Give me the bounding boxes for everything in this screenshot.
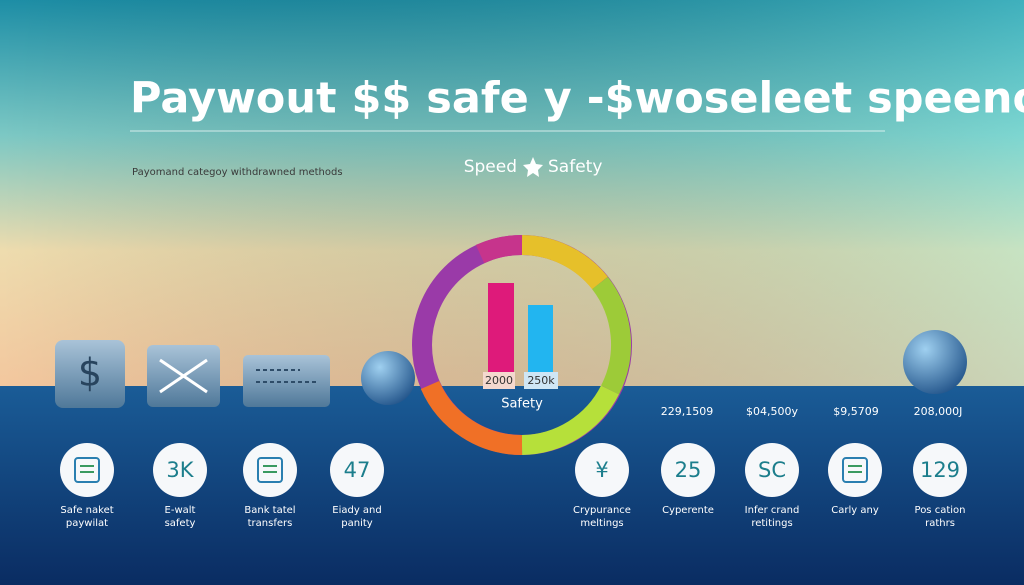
- item-label: Safe naket: [60, 505, 113, 516]
- bar-label-box: [524, 372, 558, 389]
- item-label: retitings: [751, 518, 792, 529]
- item-label: safety: [165, 518, 196, 529]
- item-badge: [330, 443, 384, 497]
- ring-segment: [420, 380, 523, 456]
- ring-segment: [591, 276, 632, 395]
- badge-text: SC: [758, 458, 786, 482]
- item-badge: [913, 443, 967, 497]
- badge-text: 25: [675, 458, 702, 482]
- item-badge: [661, 443, 715, 497]
- badge-icon: [842, 457, 868, 483]
- badge-icon: [74, 457, 100, 483]
- item-label: Bank tatel: [244, 505, 295, 516]
- item-label: Crypurance: [573, 505, 631, 516]
- gauge: [412, 234, 632, 456]
- badge-icon: [848, 465, 862, 473]
- item-badge: [745, 443, 799, 497]
- badge-text: 129: [920, 458, 960, 482]
- legend-safety: Safety: [548, 157, 602, 177]
- subtitle: Payomand categoy withdrawned methods: [132, 167, 343, 178]
- x-icon: [159, 358, 208, 394]
- star-icon: [523, 157, 543, 177]
- ring-segment: [475, 234, 523, 264]
- stat-value: $9,5709: [833, 405, 879, 418]
- item-label: Carly any: [831, 505, 879, 516]
- bar-label: 250k: [527, 374, 555, 387]
- item-badge: [828, 443, 882, 497]
- badge-text: ¥: [595, 458, 608, 482]
- item-badge: [60, 443, 114, 497]
- stat-value: 229,1509: [661, 405, 714, 418]
- gauge-bar: [488, 283, 514, 380]
- item-label: panity: [341, 518, 373, 529]
- badge-text: 3K: [166, 458, 194, 482]
- card-lines: [256, 369, 318, 383]
- dollar-tile: [55, 340, 125, 408]
- globe: [361, 351, 415, 405]
- item-label: Pos cation: [915, 505, 966, 516]
- bar-label: 2000: [485, 374, 513, 387]
- item-label: Infer crand: [745, 505, 800, 516]
- ring-segment: [521, 385, 619, 455]
- stat-value: 208,000J: [914, 405, 963, 418]
- badge-icon: [263, 465, 277, 473]
- item-label: transfers: [248, 518, 293, 529]
- gauge-bar: [528, 305, 553, 380]
- item-label: Cyperente: [662, 505, 714, 516]
- item-badge: [243, 443, 297, 497]
- title: Paywout $$ safe y -$woseleet speeno: [130, 74, 1024, 124]
- legend-speed: Speed: [464, 157, 517, 177]
- badge-icon: [257, 457, 283, 483]
- gauge-label: Safety: [501, 397, 543, 412]
- badge-text: 47: [344, 458, 371, 482]
- stat-value: $04,500y: [746, 405, 798, 418]
- bar-label-box: [483, 372, 515, 389]
- item-badge: [153, 443, 207, 497]
- item-label: rathrs: [925, 518, 955, 529]
- item-label: Eiady and: [332, 505, 381, 516]
- item-label: meltings: [580, 518, 623, 529]
- badge-icon: [80, 465, 94, 473]
- item-badge: [575, 443, 629, 497]
- sphere: [903, 330, 967, 394]
- tile-symbol: $: [78, 351, 102, 395]
- item-label: E-walt: [165, 505, 196, 516]
- ring-segment: [521, 235, 608, 290]
- item-label: paywilat: [66, 518, 108, 529]
